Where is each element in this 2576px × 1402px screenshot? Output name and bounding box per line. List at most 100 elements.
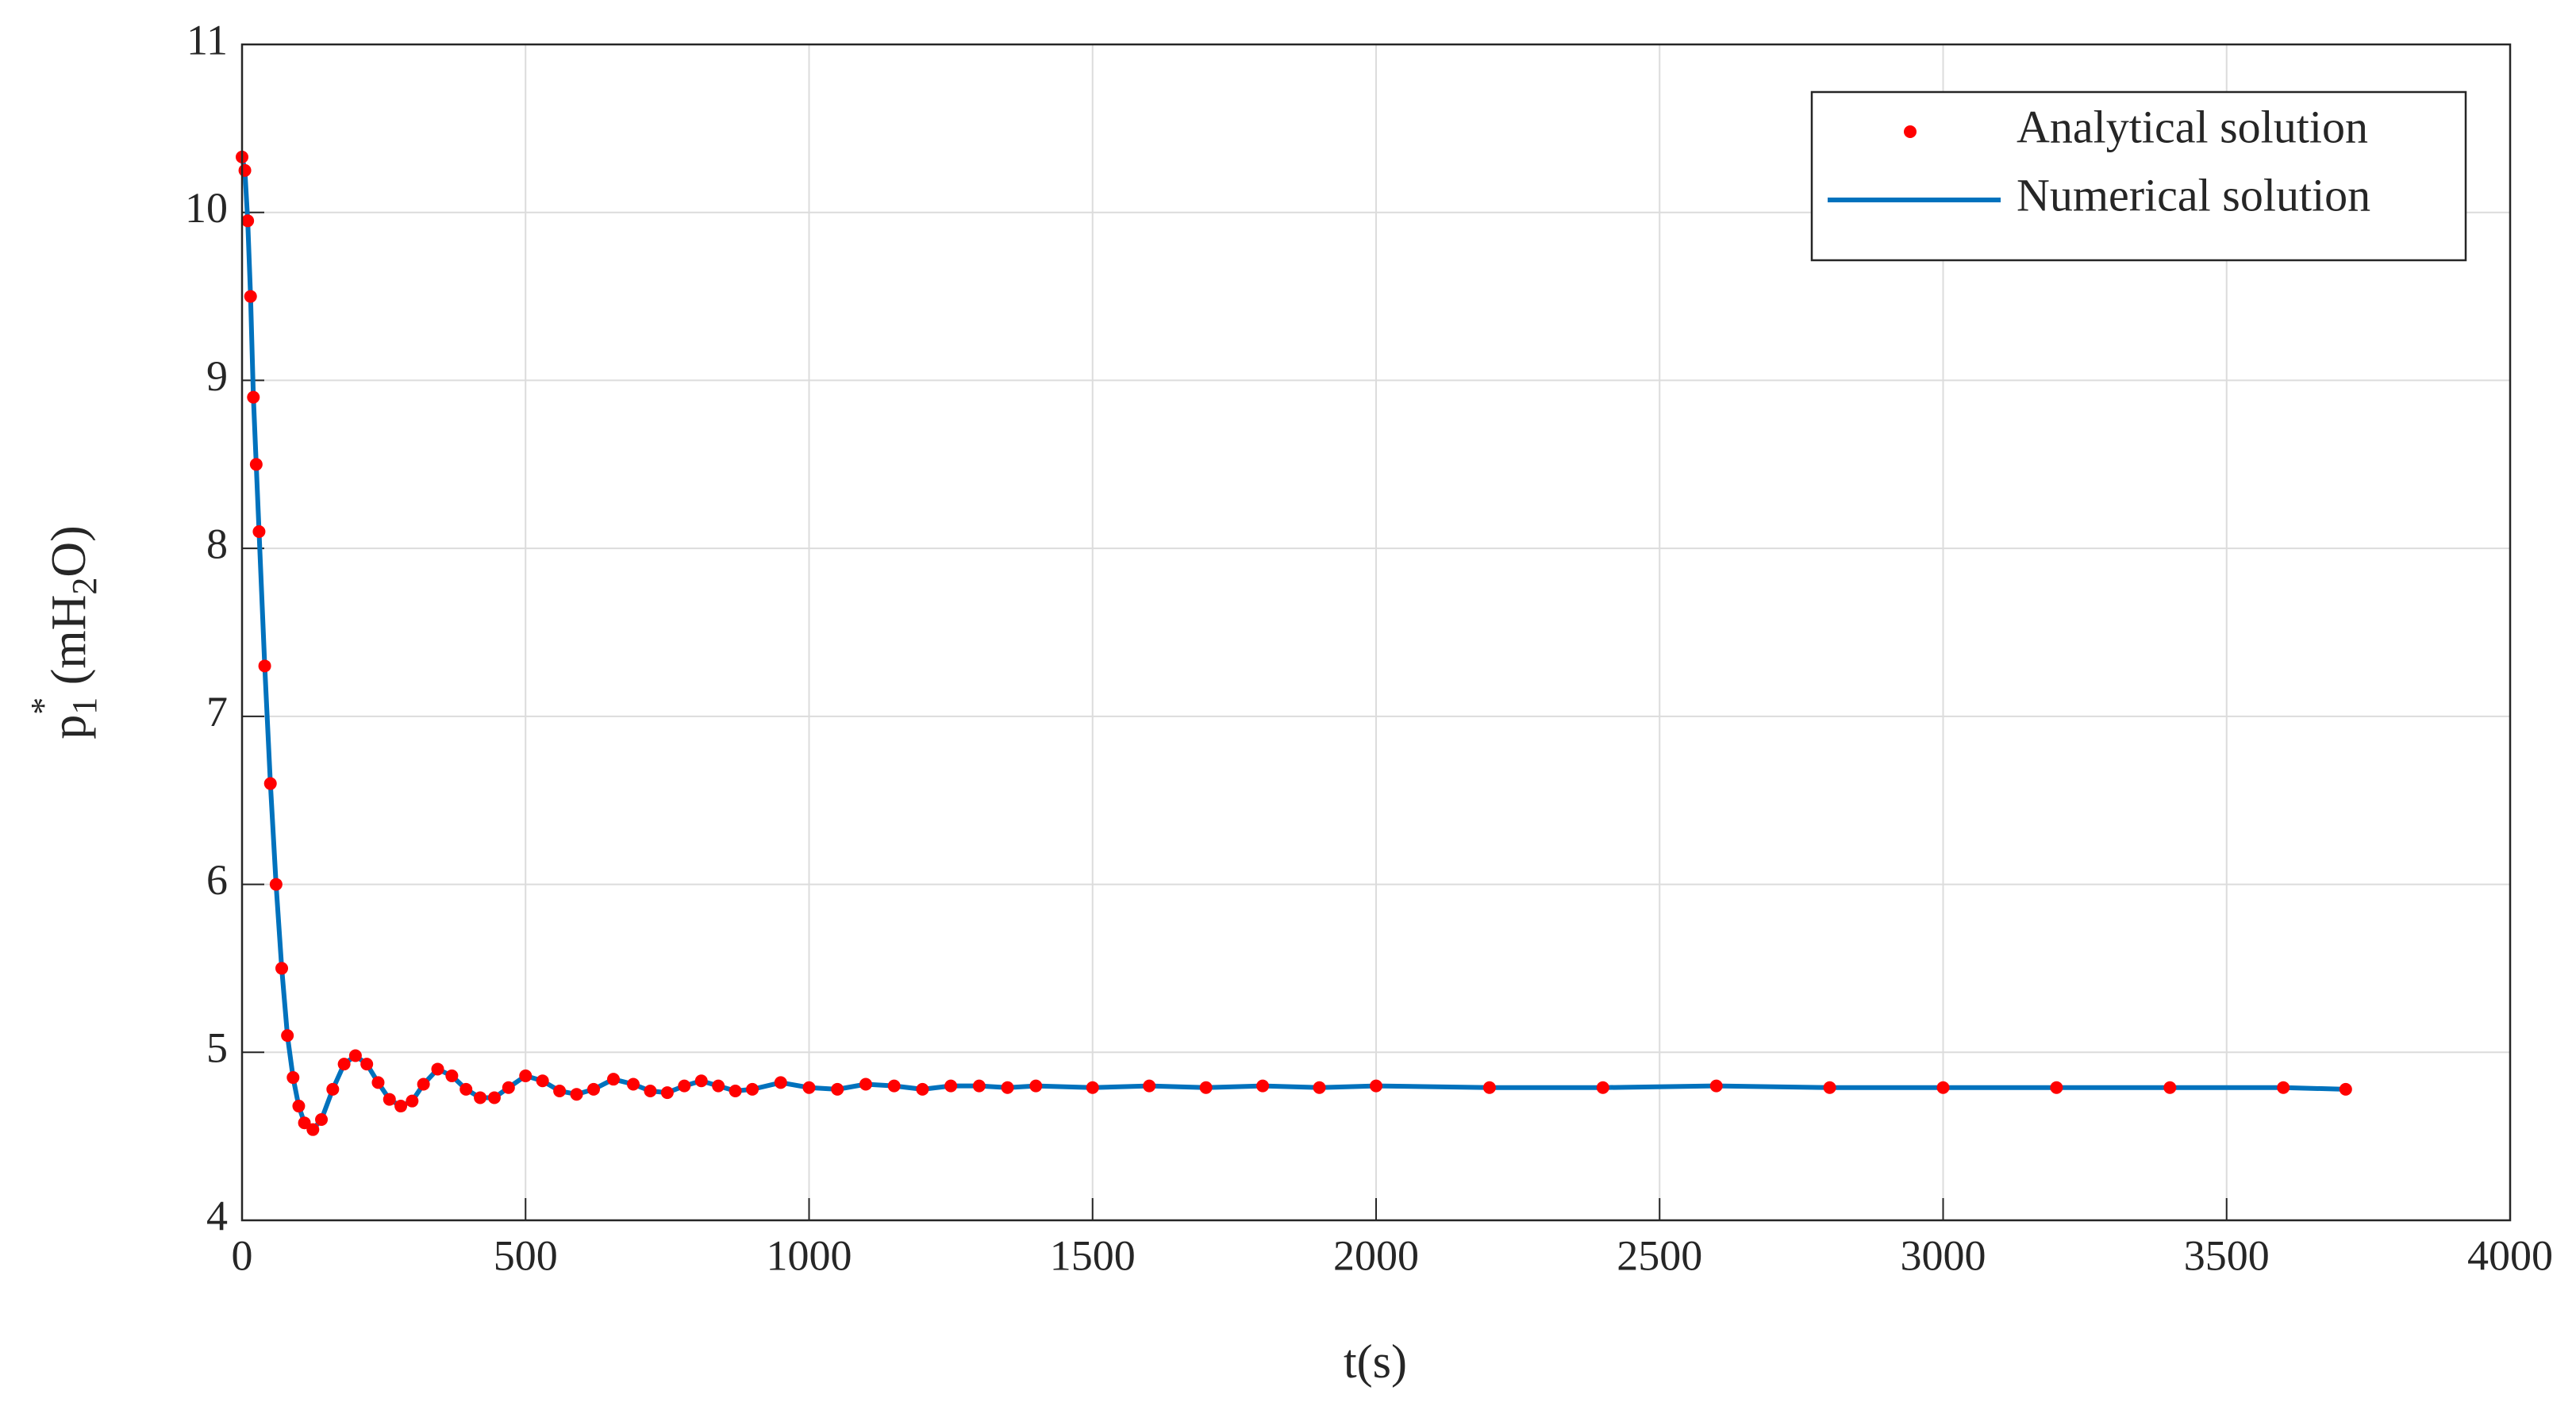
data-point (553, 1084, 567, 1097)
data-point (360, 1058, 374, 1071)
x-tick-label: 3500 (2184, 1231, 2270, 1279)
y-label-sup: * (24, 697, 63, 715)
data-point (1199, 1081, 1213, 1094)
data-point (831, 1082, 844, 1096)
data-point (1256, 1079, 1270, 1093)
axes-box (240, 43, 2512, 1222)
data-point (474, 1091, 487, 1104)
data-point (1029, 1079, 1043, 1093)
data-point (394, 1100, 408, 1113)
data-point (694, 1074, 708, 1088)
data-point (348, 1049, 362, 1062)
data-point (238, 163, 252, 177)
data-point (431, 1062, 444, 1076)
data-point (644, 1084, 657, 1097)
x-tick-label: 2500 (1617, 1231, 1702, 1279)
x-tick-label: 0 (232, 1231, 253, 1279)
data-point (944, 1079, 958, 1093)
data-point (678, 1079, 691, 1093)
data-point (337, 1058, 351, 1071)
data-point (1086, 1081, 1099, 1094)
y-tick-label: 5 (206, 1024, 228, 1072)
y-label-sub: 1 (65, 697, 104, 715)
data-point (887, 1079, 901, 1093)
x-tick-label: 3000 (1901, 1231, 1986, 1279)
data-point (1143, 1079, 1156, 1093)
y-tick-label: 6 (206, 856, 228, 904)
marks (236, 150, 2352, 1136)
data-point (586, 1082, 600, 1096)
data-point (2163, 1081, 2177, 1094)
data-point (258, 659, 271, 673)
data-point (487, 1091, 501, 1104)
legend: Analytical solution Numerical solution (1810, 90, 2467, 262)
y-tick-label: 7 (206, 688, 228, 736)
data-point (269, 878, 283, 891)
legend-label: Analytical solution (2017, 101, 2368, 152)
data-point (1001, 1081, 1014, 1094)
data-point (281, 1029, 294, 1043)
data-point (1709, 1079, 1723, 1093)
y-tick-label: 9 (206, 352, 228, 400)
y-label-part: p (42, 715, 96, 739)
data-point (802, 1081, 816, 1094)
x-tick-label: 4000 (2467, 1231, 2553, 1279)
y-label-part: O) (42, 525, 96, 577)
data-point (306, 1123, 320, 1136)
data-point (244, 290, 257, 303)
legend-marker (1904, 125, 1917, 138)
data-point (247, 390, 260, 404)
data-point (241, 214, 255, 228)
data-point (916, 1082, 929, 1096)
data-point (417, 1077, 430, 1091)
data-point (326, 1082, 340, 1096)
y-tick-label: 8 (206, 520, 228, 568)
data-point (1936, 1081, 1950, 1094)
data-point (298, 1116, 311, 1130)
data-point (712, 1079, 725, 1093)
data-point (286, 1071, 300, 1085)
data-point (774, 1076, 787, 1089)
data-point (1313, 1081, 1326, 1094)
data-point (1596, 1081, 1609, 1094)
y-tick-label: 11 (186, 16, 228, 63)
data-point (519, 1069, 533, 1082)
data-point (627, 1077, 640, 1091)
data-point (606, 1073, 620, 1086)
data-point (406, 1094, 419, 1108)
data-point (445, 1069, 459, 1082)
data-point (502, 1081, 515, 1094)
y-tick-label: 4 (206, 1192, 228, 1239)
data-point (536, 1074, 549, 1088)
data-point (1370, 1079, 1382, 1093)
data-point (263, 777, 277, 790)
data-point (2277, 1081, 2290, 1094)
data-point (459, 1082, 473, 1096)
data-point (292, 1100, 306, 1113)
data-point (383, 1093, 396, 1106)
y-label-part: (mH (42, 595, 96, 697)
data-point (570, 1088, 583, 1101)
data-point (1823, 1081, 1836, 1094)
x-tick-label: 500 (494, 1231, 558, 1279)
data-point (746, 1082, 759, 1096)
x-tick-label: 2000 (1333, 1231, 1419, 1279)
data-point (252, 524, 266, 538)
data-point (2339, 1082, 2352, 1096)
data-point (972, 1079, 986, 1093)
data-point (2050, 1081, 2063, 1094)
data-point (315, 1112, 329, 1126)
x-tick-label: 1500 (1050, 1231, 1136, 1279)
data-point (660, 1086, 674, 1100)
data-point (859, 1077, 872, 1091)
y-axis-label: p1* (mH2O) (24, 525, 104, 739)
data-point (729, 1084, 742, 1097)
legend-box (1810, 90, 2467, 262)
y-label-sub: 2 (65, 578, 104, 595)
legend-label: Numerical solution (2017, 169, 2370, 221)
data-point (249, 458, 263, 471)
y-tick-label: 10 (185, 184, 228, 232)
x-tick-label: 1000 (767, 1231, 852, 1279)
data-point (275, 962, 289, 975)
